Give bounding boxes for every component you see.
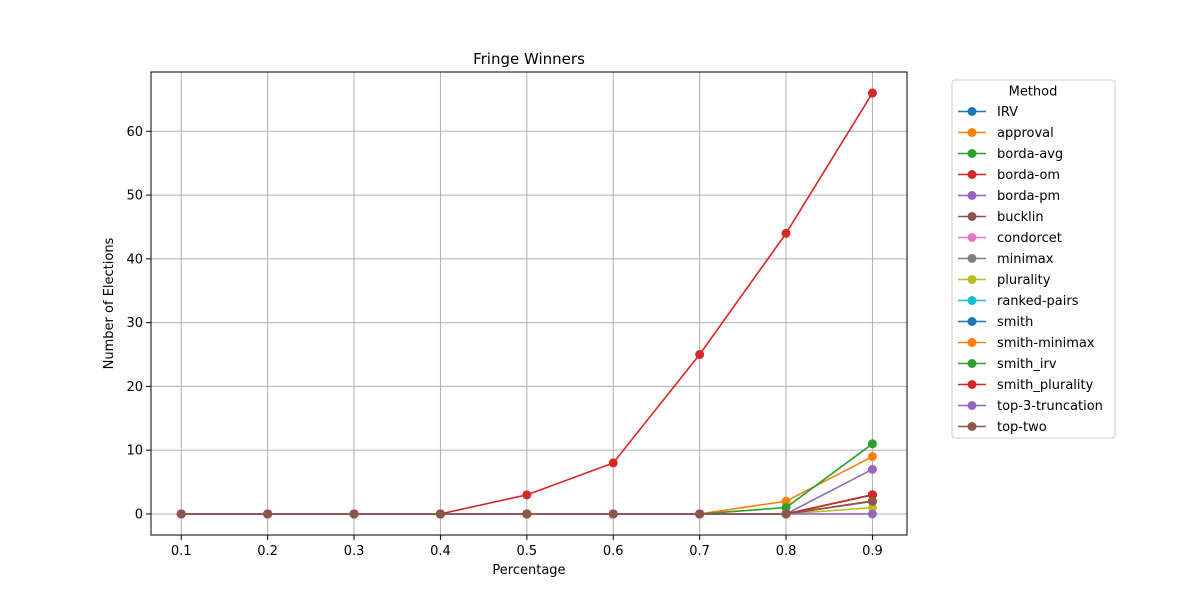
data-point	[867, 503, 877, 513]
legend-label: approval	[997, 126, 1054, 141]
legend-item: IRV	[958, 105, 1018, 120]
legend-marker	[967, 422, 977, 431]
data-point	[522, 490, 532, 500]
data-point	[867, 464, 877, 474]
legend-marker	[967, 380, 977, 389]
y-axis-label: Number of Elections	[102, 237, 117, 369]
legend-label: top-two	[997, 420, 1047, 435]
data-point	[695, 350, 705, 360]
legend-marker	[967, 107, 977, 116]
legend-marker	[967, 170, 977, 179]
legend-label: smith-minimax	[997, 336, 1095, 351]
x-tick-label: 0.4	[430, 544, 451, 559]
data-point	[263, 509, 273, 519]
x-axis-ticks: 0.1 0.2 0.3 0.4 0.5 0.6 0.7 0.8 0.9	[171, 535, 883, 559]
x-tick-label: 0.5	[516, 544, 537, 559]
y-tick-label: 40	[126, 252, 143, 267]
data-point	[695, 509, 705, 519]
legend-item: smith_plurality	[958, 378, 1094, 393]
legend-marker	[967, 233, 977, 242]
grid	[151, 72, 907, 535]
legend-item: smith	[958, 315, 1033, 330]
data-point	[867, 490, 877, 500]
legend-item: top-3-truncation	[958, 399, 1103, 414]
legend-label: borda-om	[997, 168, 1060, 183]
legend-item: plurality	[958, 273, 1051, 288]
legend-marker	[967, 191, 977, 200]
data-point	[867, 509, 877, 519]
data-point	[176, 509, 186, 519]
legend-label: ranked-pairs	[997, 294, 1079, 309]
legend-label: IRV	[997, 105, 1018, 120]
data-point	[781, 509, 791, 519]
legend-item: smith-minimax	[958, 336, 1095, 351]
x-tick-label: 0.9	[862, 544, 883, 559]
data-point	[608, 509, 618, 519]
legend-item: bucklin	[958, 210, 1044, 225]
plot-series	[176, 88, 877, 519]
legend-label: smith_plurality	[997, 378, 1094, 393]
y-tick-label: 10	[126, 444, 143, 459]
x-tick-label: 0.7	[689, 544, 710, 559]
data-point	[781, 503, 791, 513]
data-point	[781, 496, 791, 506]
plot-frame	[150, 71, 908, 536]
y-tick-label: 20	[126, 380, 143, 395]
legend-item: condorcet	[958, 231, 1062, 246]
legend-item: minimax	[958, 252, 1054, 267]
data-point	[349, 509, 359, 519]
legend-item: borda-om	[958, 168, 1060, 183]
y-tick-label: 0	[135, 507, 143, 522]
legend-marker	[967, 149, 977, 158]
legend-item: smith_irv	[958, 357, 1057, 372]
legend-marker	[967, 254, 977, 263]
legend-marker	[967, 317, 977, 326]
legend-item: top-two	[958, 420, 1047, 435]
legend-label: bucklin	[997, 210, 1044, 225]
x-tick-label: 0.3	[344, 544, 365, 559]
x-tick-label: 0.6	[603, 544, 624, 559]
data-point	[867, 496, 877, 506]
data-point	[522, 509, 532, 519]
data-point	[867, 88, 877, 98]
legend-marker	[967, 212, 977, 221]
series-top-two	[176, 496, 877, 519]
legend-label: condorcet	[997, 231, 1062, 246]
legend-item: approval	[958, 126, 1054, 141]
legend-marker	[967, 338, 977, 347]
y-tick-label: 30	[126, 316, 143, 331]
x-tick-label: 0.8	[776, 544, 797, 559]
legend-marker	[967, 128, 977, 137]
legend-label: borda-pm	[997, 189, 1060, 204]
chart-title: Fringe Winners	[473, 50, 585, 68]
data-point	[781, 228, 791, 238]
data-point	[435, 509, 445, 519]
legend-label: top-3-truncation	[997, 399, 1103, 414]
legend-marker	[967, 359, 977, 368]
y-axis-ticks: 0 10 20 30 40 50 60	[126, 125, 151, 522]
y-tick-label: 60	[126, 125, 143, 140]
legend-item: borda-avg	[958, 147, 1063, 162]
x-axis-label: Percentage	[492, 563, 565, 578]
legend-label: smith_irv	[997, 357, 1057, 372]
legend-marker	[967, 401, 977, 410]
y-tick-label: 50	[126, 189, 143, 204]
data-point	[867, 452, 877, 462]
legend-item: borda-pm	[958, 189, 1060, 204]
legend: Method IRV approval borda-avg borda-om borda…	[951, 79, 1116, 439]
x-tick-label: 0.2	[257, 544, 278, 559]
legend-label: plurality	[997, 273, 1051, 288]
legend-title: Method	[1009, 85, 1058, 100]
legend-marker	[967, 275, 977, 284]
x-tick-label: 0.1	[171, 544, 192, 559]
data-point	[867, 439, 877, 449]
legend-label: borda-avg	[997, 147, 1063, 162]
legend-label: minimax	[997, 252, 1054, 267]
data-point	[608, 458, 618, 468]
legend-item: ranked-pairs	[958, 294, 1079, 309]
legend-marker	[967, 296, 977, 305]
legend-label: smith	[997, 315, 1033, 330]
legend-box	[951, 79, 1116, 439]
